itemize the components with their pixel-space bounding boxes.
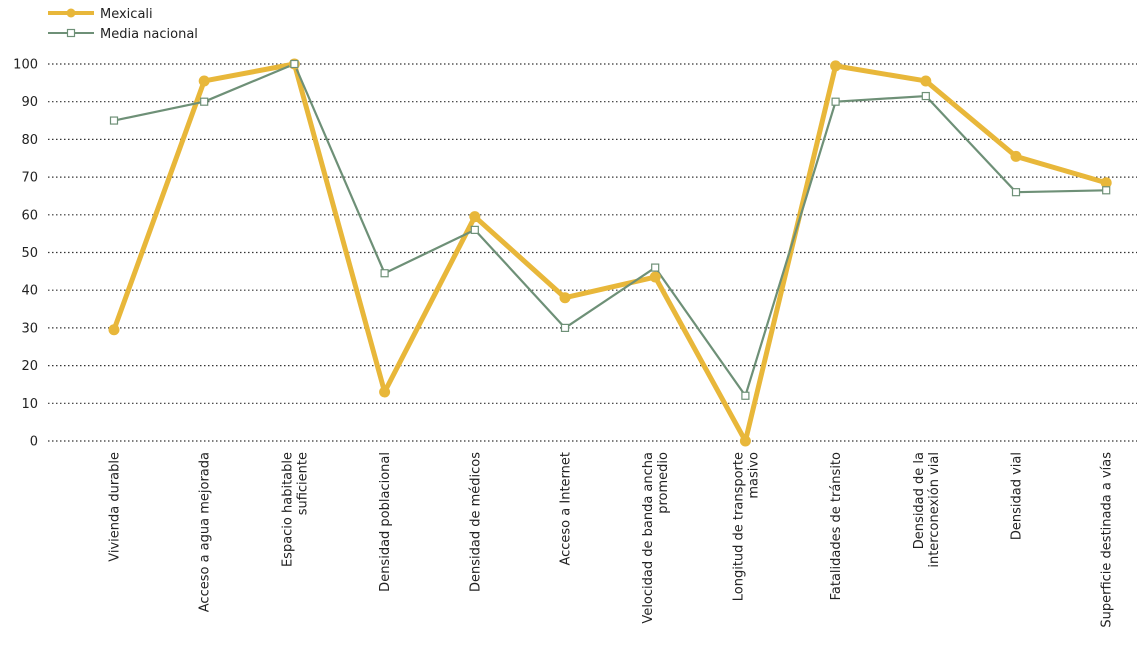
x-category-label: Velocidad de banda ancha promedio [641, 452, 671, 624]
y-tick-label: 50 [21, 246, 38, 261]
media-nacional-point [380, 269, 389, 278]
x-category-label-line: promedio [656, 452, 671, 514]
x-category-label: Densidad poblacional [378, 452, 393, 592]
y-tick-label: 20 [21, 359, 38, 374]
media-nacional-point [470, 225, 479, 234]
legend: Mexicali Media nacional [48, 7, 198, 42]
series-line-media-nacional [113, 62, 1107, 397]
x-category-label-line: interconexión vial [927, 452, 942, 568]
media-nacional-point [921, 91, 930, 101]
legend-item-mexicali: Mexicali [48, 7, 153, 22]
y-tick-label: 0 [30, 435, 38, 450]
x-category-label-line: Longitud de transporte [731, 452, 746, 601]
legend-marker-media-nacional [66, 28, 76, 38]
mexicali-point [649, 271, 661, 283]
x-category-label-line: Acceso a Internet [559, 452, 574, 566]
x-category-label-line: Acceso a agua mejorada [198, 452, 213, 612]
y-tick-label: 30 [21, 321, 38, 336]
x-category-label: Superficie destinada a vías [1100, 452, 1115, 628]
y-tick-label: 80 [21, 133, 38, 148]
legend-label-mexicali: Mexicali [100, 7, 153, 22]
media-nacional-point [560, 323, 570, 332]
x-category-label-line: Espacio habitable [280, 452, 295, 567]
media-nacional-point [741, 391, 750, 400]
y-axis-tick-labels: 0 10 20 30 40 50 60 70 80 90 100 [13, 58, 38, 450]
media-nacional-point [1102, 186, 1111, 195]
x-category-label-line: Vivienda durable [108, 452, 123, 562]
y-tick-label: 70 [21, 171, 38, 186]
x-category-label: Densidad vial [1010, 452, 1025, 540]
x-category-label: Densidad de la interconexión vial [912, 452, 942, 568]
mexicali-point [830, 60, 842, 72]
x-category-label: Acceso a agua mejorada [198, 452, 213, 612]
media-nacional-point [651, 263, 660, 272]
x-category-label-line: Densidad de la [912, 452, 927, 549]
mexicali-point [469, 211, 481, 223]
y-tick-label: 40 [21, 284, 38, 299]
media-nacional-point [200, 97, 209, 106]
mexicali-point [108, 324, 120, 336]
legend-label-media-nacional: Media nacional [100, 27, 198, 42]
media-nacional-point [831, 97, 840, 106]
legend-item-media-nacional: Media nacional [48, 27, 198, 42]
x-category-label: Densidad de médicos [468, 452, 483, 592]
media-nacional-point [109, 116, 119, 125]
x-category-label-line: masivo [746, 452, 761, 499]
x-category-label: Vivienda durable [108, 452, 123, 562]
mexicali-point [739, 435, 751, 447]
x-category-label-line: Velocidad de banda ancha [641, 452, 656, 624]
mexicali-point [1010, 150, 1022, 162]
mexicali-point [920, 75, 932, 87]
series-layer [108, 58, 1112, 447]
y-tick-label: 100 [13, 58, 38, 73]
x-category-label-line: Densidad poblacional [378, 452, 393, 592]
x-category-label-line: Densidad vial [1010, 452, 1025, 540]
mexicali-point [559, 292, 571, 304]
series-line-mexicali [111, 61, 1109, 444]
media-nacional-point [290, 59, 299, 69]
y-tick-label: 60 [21, 208, 38, 223]
y-tick-label: 10 [21, 397, 38, 412]
x-axis-category-labels: Vivienda durable Acceso a agua mejorada Es… [108, 452, 1115, 628]
x-category-label: Fatalidades de tránsito [829, 452, 844, 600]
x-category-label-line: Superficie destinada a vías [1100, 452, 1115, 628]
media-nacional-point [1011, 188, 1021, 197]
y-tick-label: 90 [21, 95, 38, 110]
x-category-label: Longitud de transporte masivo [731, 452, 761, 601]
mexicali-point [198, 75, 210, 87]
mexicali-point [1100, 177, 1112, 189]
x-category-label: Acceso a Internet [559, 452, 574, 566]
x-category-label-line: Fatalidades de tránsito [829, 452, 844, 600]
legend-marker-mexicali [66, 8, 76, 18]
x-category-label-line: suficiente [295, 452, 310, 515]
mexicali-point [379, 386, 391, 398]
x-category-label: Espacio habitable suficiente [280, 452, 310, 567]
x-category-label-line: Densidad de médicos [468, 452, 483, 592]
